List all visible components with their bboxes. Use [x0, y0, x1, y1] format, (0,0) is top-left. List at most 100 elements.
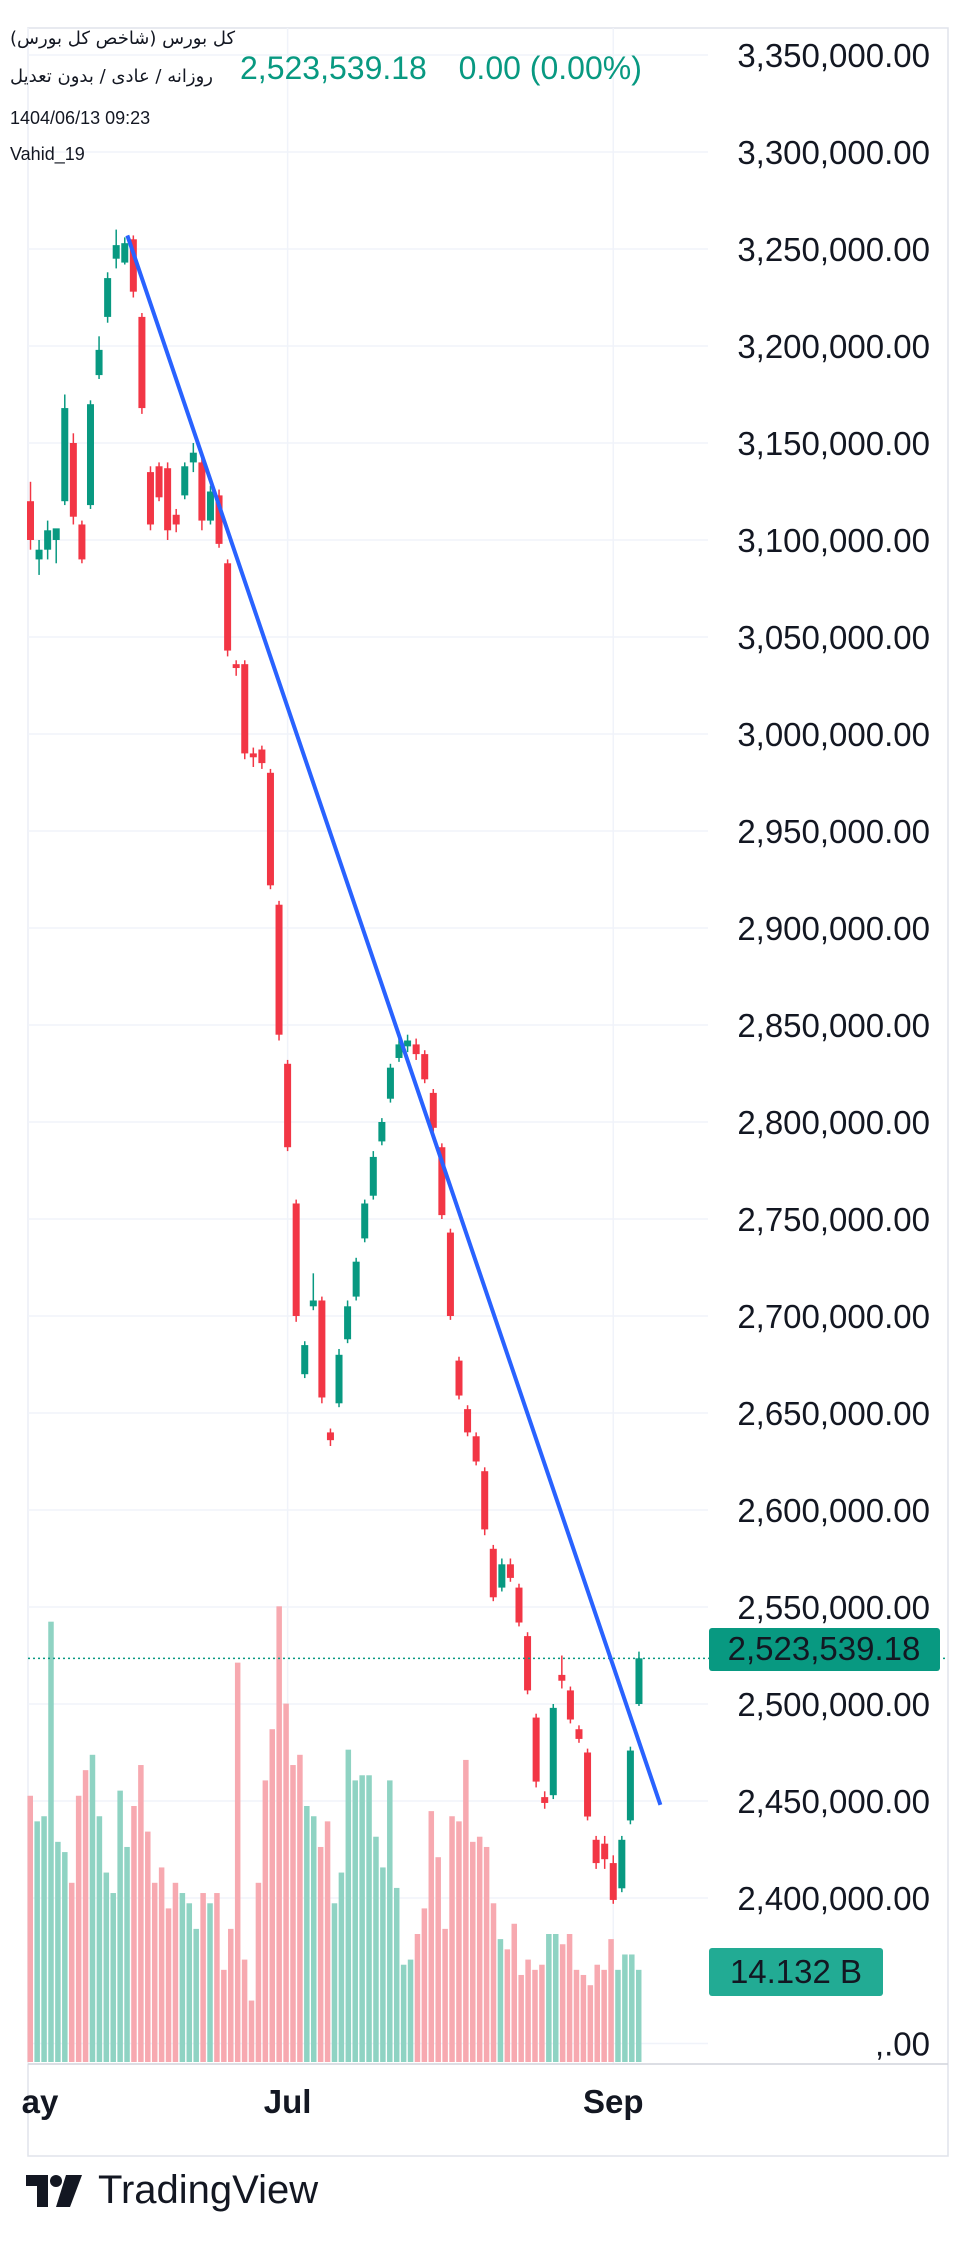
candle-body	[575, 1729, 583, 1739]
header-change: 0.00 (0.00%)	[458, 50, 642, 86]
volume-bar	[68, 1882, 75, 2062]
last-price-badge: 2,523,539.18	[709, 1628, 940, 1671]
volume-bar	[366, 1775, 372, 2062]
candle-body	[541, 1797, 549, 1803]
volume-bar	[490, 1903, 497, 2062]
candle-body	[566, 1690, 574, 1720]
candles	[27, 229, 643, 1904]
candle-body	[164, 468, 172, 531]
volume-bar	[276, 1606, 282, 2062]
candle-body	[146, 472, 154, 525]
candle-body	[215, 495, 223, 544]
volume-bar	[27, 1795, 33, 2062]
volume-bar	[435, 1857, 441, 2062]
volume-bar	[200, 1893, 206, 2062]
volume-bar	[449, 1816, 455, 2062]
volume-bar	[304, 1806, 310, 2062]
price-tick-label: 2,950,000.00	[737, 813, 930, 850]
volume-bar	[317, 1846, 324, 2062]
trendline[interactable]	[125, 234, 663, 1806]
price-tick-label: 3,250,000.00	[737, 231, 930, 268]
tradingview-logo[interactable]: TradingView	[26, 2168, 318, 2213]
candle-body	[378, 1122, 386, 1142]
candle-body	[515, 1587, 523, 1623]
volume-bar	[559, 1944, 566, 2062]
candle-body	[258, 749, 266, 764]
price-tick-label: ,.00	[875, 2026, 930, 2063]
volume-bar	[290, 1765, 296, 2062]
time-axis[interactable]: ay Jul Sep	[22, 2083, 644, 2120]
candle-body	[155, 466, 163, 498]
candle-body	[78, 524, 86, 560]
volume-bar	[573, 1969, 580, 2062]
candle-body	[464, 1409, 472, 1433]
candle-body	[318, 1300, 326, 1398]
candle-body	[421, 1054, 429, 1080]
price-tick-label: 2,450,000.00	[737, 1783, 930, 1820]
volume-bar	[221, 1969, 227, 2062]
last-price-label: 2,523,539.18	[728, 1630, 921, 1667]
volume-bar	[55, 1841, 61, 2062]
tradingview-wordmark: TradingView	[98, 2168, 319, 2212]
grid	[27, 28, 708, 2064]
candle-body	[532, 1717, 540, 1782]
volume-bar	[34, 1821, 40, 2062]
volume-bar	[580, 1974, 587, 2062]
time-tick-label: Jul	[264, 2083, 312, 2120]
volume-bar	[179, 1893, 186, 2062]
price-axis[interactable]: 3,350,000.00 3,300,000.00 3,250,000.00 3,20…	[737, 37, 930, 2063]
price-tick-label: 3,100,000.00	[737, 522, 930, 559]
candle-body	[558, 1674, 566, 1681]
header-last-price: 2,523,539.18	[240, 50, 427, 86]
volume-bar	[393, 1887, 400, 2062]
price-tick-label: 2,900,000.00	[737, 910, 930, 947]
volume-bar	[248, 2000, 255, 2062]
volume-bar	[110, 1893, 116, 2062]
volume-bar	[62, 1852, 68, 2062]
candle-body	[189, 452, 197, 463]
candle-body	[352, 1261, 360, 1297]
volume-bar	[331, 1903, 338, 2062]
volume-bar	[629, 1954, 635, 2062]
candle-body	[284, 1063, 292, 1148]
candle-body	[249, 753, 257, 758]
volume-bar	[255, 1882, 262, 2062]
candle-body	[412, 1044, 420, 1055]
volume-bar	[483, 1846, 490, 2062]
price-tick-label: 2,850,000.00	[737, 1007, 930, 1044]
volume-bar	[186, 1903, 193, 2062]
volume-bar	[158, 1867, 165, 2062]
candle-body	[27, 501, 34, 540]
volume-bar	[138, 1765, 144, 2062]
volume-bar	[338, 1872, 345, 2062]
volume-bar	[546, 1934, 552, 2062]
price-tick-label: 2,400,000.00	[737, 1880, 930, 1917]
candle-body	[618, 1839, 626, 1889]
volume-bar	[463, 1759, 469, 2062]
volume-bar	[262, 1780, 269, 2062]
volume-bar	[601, 1969, 607, 2062]
volume-bar	[131, 1806, 137, 2062]
price-tick-label: 3,000,000.00	[737, 716, 930, 753]
candle-body	[361, 1203, 369, 1239]
volume-bar	[96, 1816, 103, 2062]
volume-bar	[124, 1846, 130, 2062]
candle-body	[335, 1354, 343, 1404]
candle-body	[69, 443, 77, 517]
candle-body	[86, 404, 94, 506]
candle-body	[506, 1564, 514, 1578]
candle-body	[121, 243, 129, 263]
candle-body	[232, 664, 240, 669]
candle-body	[224, 563, 232, 651]
volume-bar	[635, 1969, 642, 2062]
candle-body	[275, 904, 283, 1035]
volume-bar	[615, 1969, 621, 2062]
candle-body	[181, 466, 189, 496]
volume-bar	[345, 1749, 352, 2062]
price-tick-label: 2,550,000.00	[737, 1589, 930, 1626]
candle-body	[524, 1636, 532, 1691]
candle-body	[635, 1658, 643, 1704]
price-tick-label: 2,600,000.00	[737, 1492, 930, 1529]
candle-body	[198, 462, 206, 521]
